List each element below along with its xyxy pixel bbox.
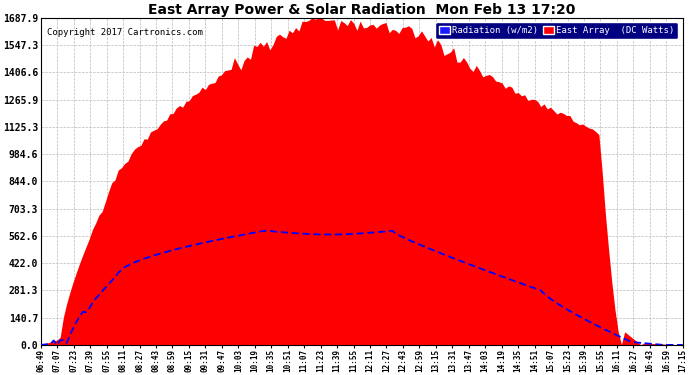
Title: East Array Power & Solar Radiation  Mon Feb 13 17:20: East Array Power & Solar Radiation Mon F… [148,3,575,17]
Text: Copyright 2017 Cartronics.com: Copyright 2017 Cartronics.com [47,28,203,37]
Legend: Radiation (w/m2), East Array  (DC Watts): Radiation (w/m2), East Array (DC Watts) [435,22,678,39]
